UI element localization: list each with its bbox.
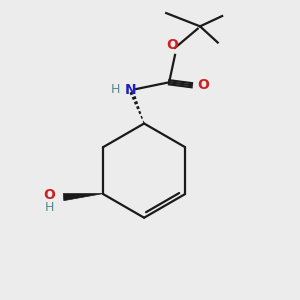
Polygon shape	[63, 194, 103, 201]
Text: N: N	[125, 82, 137, 97]
Text: O: O	[167, 38, 178, 52]
Text: H: H	[45, 201, 54, 214]
Text: O: O	[44, 188, 56, 202]
Text: H: H	[111, 82, 120, 95]
Text: O: O	[197, 78, 209, 92]
